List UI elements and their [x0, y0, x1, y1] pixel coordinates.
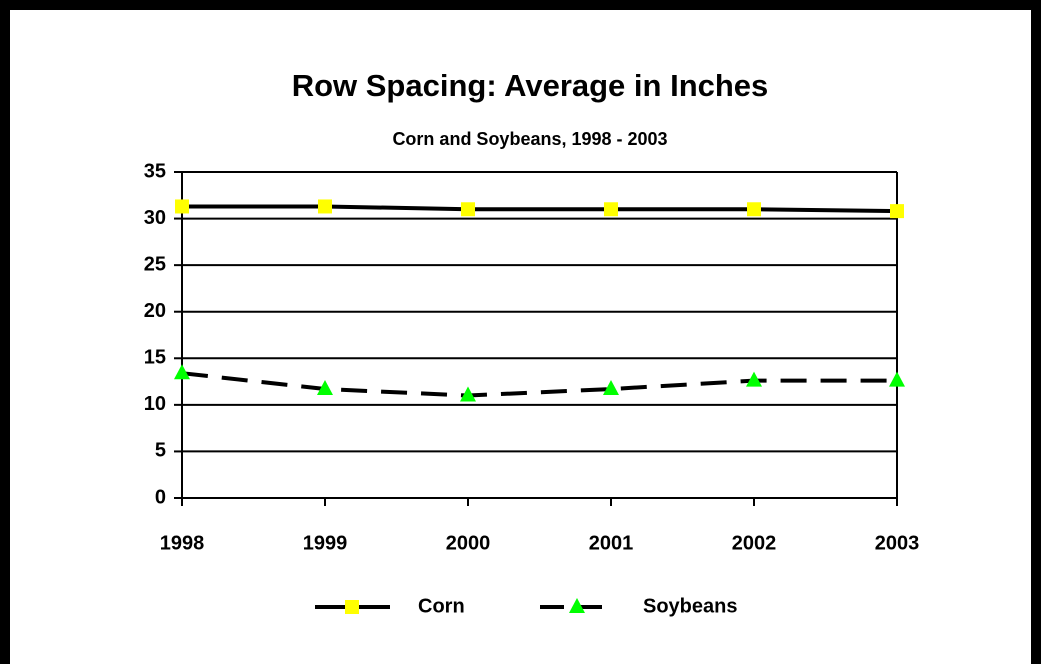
legend-label: Soybeans	[643, 595, 737, 617]
x-tick-label: 1998	[160, 532, 205, 554]
data-point	[175, 199, 189, 214]
data-point	[890, 204, 904, 219]
data-point	[460, 386, 476, 402]
y-tick-label: 20	[144, 300, 166, 322]
x-tick-label: 2000	[446, 532, 491, 554]
x-tick-label: 2001	[589, 532, 634, 554]
y-tick-label: 30	[144, 207, 166, 229]
y-tick-label: 5	[155, 440, 166, 462]
data-point	[746, 371, 762, 387]
data-point	[604, 202, 618, 217]
y-tick-label: 15	[144, 347, 166, 369]
data-point	[889, 371, 905, 387]
series-line	[182, 204, 898, 214]
x-tick-label: 2003	[875, 532, 920, 554]
x-tick-label: 1999	[303, 532, 348, 554]
y-tick-label: 10	[144, 393, 166, 415]
series-line	[181, 371, 897, 398]
chart-title: Row Spacing: Average in Inches	[292, 68, 769, 103]
x-tick-label: 2002	[732, 532, 777, 554]
data-point	[317, 380, 333, 396]
legend-label: Corn	[418, 595, 465, 617]
y-tick-label: 25	[144, 253, 166, 275]
y-tick-label: 35	[144, 160, 166, 182]
legend-marker	[345, 600, 359, 614]
data-point	[318, 199, 332, 214]
legend-marker	[569, 598, 585, 613]
chart-subtitle: Corn and Soybeans, 1998 - 2003	[392, 129, 667, 149]
y-tick-label: 0	[155, 486, 166, 508]
data-point	[603, 380, 619, 396]
data-point	[461, 202, 475, 217]
data-point	[747, 202, 761, 217]
data-point	[174, 364, 190, 380]
